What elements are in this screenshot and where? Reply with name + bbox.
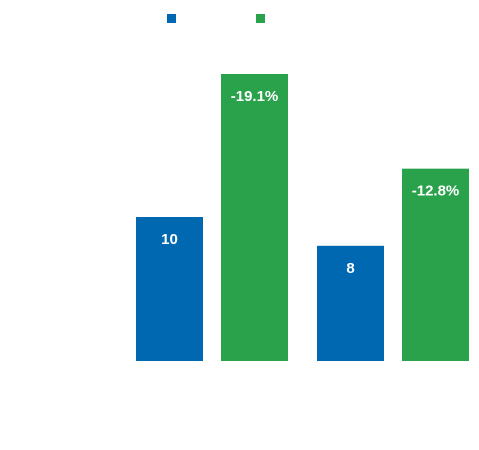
chart-bars (136, 74, 469, 361)
bar-series-2-category-2 (402, 168, 469, 361)
legend-swatch-series-1 (167, 14, 176, 23)
data-label-series-2-category-1: -19.1% (231, 88, 279, 105)
bar-series-2-category-1 (221, 74, 288, 361)
data-label-series-1-category-2: 8 (346, 260, 354, 277)
bar-series-1-category-2 (317, 245, 384, 361)
bar-series-1-category-1 (136, 217, 203, 361)
data-label-series-1-category-1: 10 (161, 231, 178, 248)
legend-swatch-series-2 (256, 14, 265, 23)
data-label-series-2-category-2: -12.8% (412, 183, 460, 200)
chart-data-labels: 10 8 -19.1% -12.8% (161, 88, 459, 277)
chart-legend (167, 14, 265, 23)
